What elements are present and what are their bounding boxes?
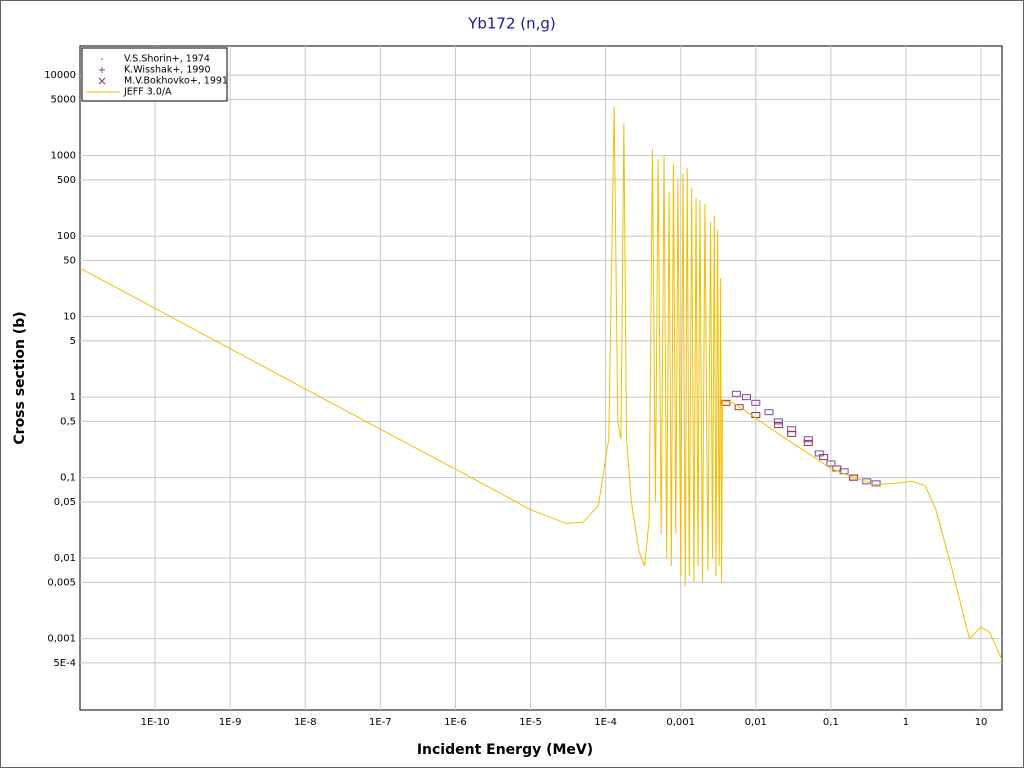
x-tick-label: 0,1: [823, 717, 839, 728]
y-tick-label: 0,01: [54, 553, 76, 564]
y-axis-label: Cross section (b): [12, 311, 28, 444]
data-point: [819, 454, 829, 461]
series-layer: [80, 107, 1002, 660]
data-point: [826, 460, 836, 467]
x-tick-label: 1E-7: [369, 717, 392, 728]
y-tick-label: 500: [57, 175, 76, 186]
legend-label: K.Wisshak+, 1990: [124, 65, 211, 76]
x-tick-label: 0,001: [666, 717, 695, 728]
data-point: [848, 474, 858, 481]
y-tick-label: 0,5: [60, 416, 76, 427]
y-tick-label: 10000: [44, 70, 76, 81]
x-tick-label: 1E-4: [594, 717, 617, 728]
data-point: [862, 478, 872, 485]
legend-label: V.S.Shorin+, 1974: [124, 54, 210, 65]
chart-title: Yb172 (n,g): [467, 15, 556, 33]
plot-layer: [80, 46, 1002, 710]
x-tick-label: 1E-8: [294, 717, 317, 728]
y-tick-label: 5E-4: [53, 658, 76, 669]
x-tick-label: 1E-6: [444, 717, 467, 728]
x-tick-label: 0,01: [745, 717, 767, 728]
x-tick-label: 1E-10: [141, 717, 170, 728]
legend-label: JEFF 3.0/A: [123, 87, 172, 98]
data-point: [773, 418, 783, 425]
x-tick-label: 1E-9: [219, 717, 242, 728]
legend-swatch: [98, 77, 106, 85]
x-axis-label: Incident Energy (MeV): [417, 742, 593, 758]
y-tick-label: 50: [63, 255, 76, 266]
x-tick-label: 1E-5: [519, 717, 542, 728]
plot-area: [79, 45, 1003, 711]
y-tick-label: 100: [57, 231, 76, 242]
data-point: [721, 399, 731, 406]
data-point: [803, 439, 813, 446]
y-tick-label: 0,1: [60, 473, 76, 484]
data-line: [80, 107, 1002, 660]
legend-label: M.V.Bokhovko+, 1991: [124, 76, 228, 87]
y-tick-label: 1: [70, 392, 76, 403]
data-point: [734, 404, 744, 411]
y-tick-label: 10: [63, 312, 76, 323]
y-tick-label: 5000: [51, 94, 76, 105]
x-tick-label: 1: [903, 717, 909, 728]
y-tick-label: 5: [70, 336, 76, 347]
data-point: [773, 422, 783, 429]
data-point: [764, 409, 774, 416]
data-point: [741, 394, 751, 401]
data-point: [731, 390, 741, 397]
data-point: [787, 430, 797, 437]
data-point: [803, 436, 813, 443]
legend-swatch: [101, 58, 103, 60]
y-tick-label: 0,05: [54, 497, 76, 508]
data-point: [751, 399, 761, 406]
y-tick-label: 0,005: [47, 577, 76, 588]
y-tick-label: 0,001: [47, 634, 76, 645]
x-tick-label: 10: [975, 717, 988, 728]
y-tick-label: 1000: [51, 151, 76, 162]
legend-swatch: [99, 67, 105, 73]
